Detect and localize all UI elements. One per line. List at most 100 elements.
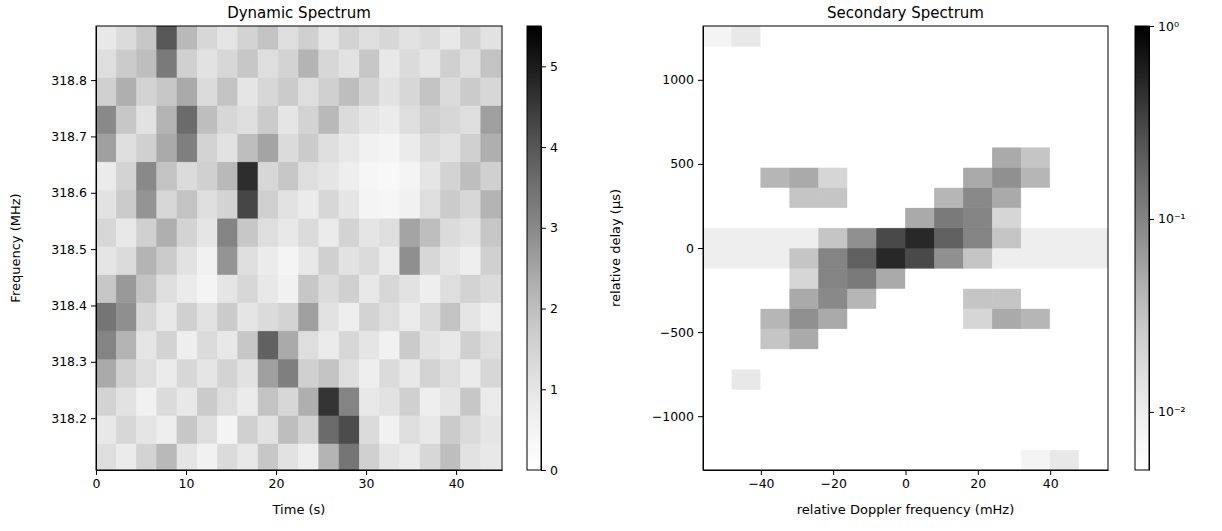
heatmap-cell [177,190,197,218]
heatmap-cell [238,415,258,443]
heatmap-cell [440,105,460,133]
heatmap-cell [761,107,790,127]
tick-mark [698,80,703,81]
tick-mark [541,389,546,390]
heatmap-cell [963,329,992,349]
heatmap-cell [1050,409,1079,429]
heatmap-cell [157,26,177,49]
heatmap-cell [299,162,319,190]
tick: 20 [269,470,285,491]
heatmap-cell [420,218,440,246]
tick-label: 500 [670,156,694,171]
heatmap-cell [1079,187,1108,207]
heatmap-cell [137,49,157,77]
tick: 40 [449,470,465,491]
tick: 1 [541,382,558,397]
heatmap-cell [116,134,136,162]
heatmap-cell [934,389,963,409]
heatmap-cell [218,77,238,105]
tick-mark [541,470,546,471]
heatmap-cell [1021,208,1050,228]
heatmap-cell [732,288,761,308]
heatmap-cell [238,246,258,274]
heatmap-cell [1050,46,1079,66]
heatmap-cell [238,303,258,331]
heatmap-cell [934,26,963,46]
heatmap-cell [400,26,420,49]
heatmap-cell [258,105,278,133]
heatmap-cell [339,246,359,274]
heatmap-cell [1079,430,1108,450]
heatmap-cell [319,218,339,246]
heatmap-cell [732,329,761,349]
heatmap-cell [1079,228,1108,248]
heatmap-cell [359,331,379,359]
tick: 318.6 [51,185,96,200]
heatmap-cell [703,26,732,46]
heatmap-cell [420,162,440,190]
heatmap-cell [963,147,992,167]
heatmap-cell [137,359,157,387]
heatmap-cell [177,162,197,190]
heatmap-cell [481,218,501,246]
heatmap-cell [258,26,278,49]
heatmap-cell [732,87,761,107]
heatmap-cell [963,187,992,207]
heatmap-cell [359,26,379,49]
heatmap-cell [177,274,197,302]
heatmap-cell [339,134,359,162]
heatmap-cell [963,349,992,369]
heatmap-cell [238,387,258,415]
tick: −20 [820,470,846,491]
heatmap-cell [819,187,848,207]
heatmap-cell [116,444,136,470]
tick-mark [541,66,546,67]
heatmap-cell [790,329,819,349]
heatmap-cell [197,77,217,105]
heatmap-cell [848,268,877,288]
tick-mark [761,470,762,475]
tick-mark [91,362,96,363]
heatmap-cell [137,274,157,302]
heatmap-cell [238,274,258,302]
heatmap-cell [934,369,963,389]
heatmap-cell [420,190,440,218]
heatmap-cell [339,190,359,218]
heatmap-cell [1021,46,1050,66]
heatmap-cell [116,105,136,133]
heatmap-cell [906,107,935,127]
heatmap-cell [934,46,963,66]
heatmap-cell [380,190,400,218]
heatmap-cell [732,46,761,66]
heatmap-cell [420,105,440,133]
heatmap-cell [848,450,877,470]
colorbar [527,26,541,470]
heatmap-cell [761,66,790,86]
heatmap-cell [238,444,258,470]
heatmap-cell [278,190,298,218]
heatmap-cell [761,228,790,248]
colorbar [1135,26,1149,470]
heatmap-cell [732,26,761,46]
heatmap-cell [790,268,819,288]
heatmap-cell [732,107,761,127]
heatmap-cell [157,415,177,443]
heatmap-cell [934,450,963,470]
heatmap-cell [157,359,177,387]
tick: 0 [541,463,558,478]
heatmap-cell [1079,208,1108,228]
heatmap-cell [299,387,319,415]
heatmap-cell [380,134,400,162]
heatmap-cell [1050,208,1079,228]
heatmap-cell [299,190,319,218]
heatmap-cell [790,288,819,308]
heatmap-cell [1021,187,1050,207]
heatmap-cell [481,387,501,415]
heatmap-cell [278,77,298,105]
tick-label: 0 [686,241,694,256]
heatmap-cell [819,127,848,147]
heatmap-cell [96,77,116,105]
tick: 2 [541,301,558,316]
tick-label: 4 [550,140,558,155]
heatmap-cell [137,331,157,359]
